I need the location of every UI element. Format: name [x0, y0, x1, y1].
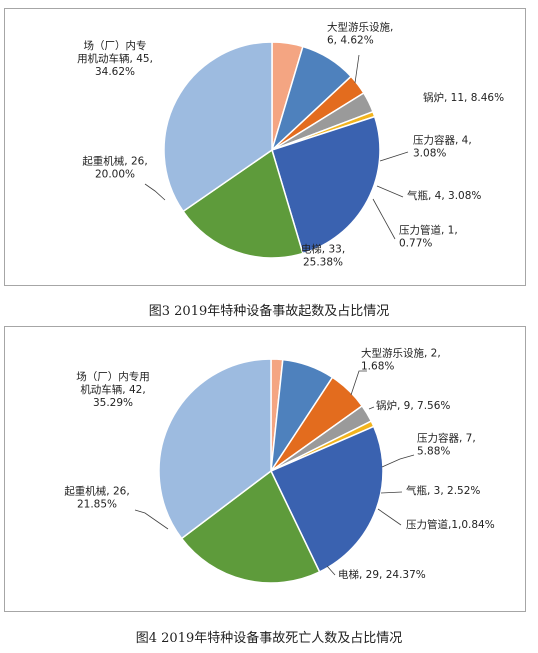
- leader-line-3: [379, 151, 409, 162]
- data-label-line: 压力管道,1,0.84%: [406, 518, 495, 531]
- data-label-1: 大型游乐设施, 2, 1.68%: [361, 347, 441, 373]
- data-label-line: 20.00%: [95, 169, 135, 181]
- pie-slice-8: [163, 41, 273, 213]
- data-label-line: 气瓶, 4, 3.08%: [407, 189, 481, 202]
- data-label-line: 大型游乐设施,: [327, 21, 393, 34]
- leader-line-4: [376, 185, 404, 198]
- pie-slice-7: [180, 469, 321, 584]
- leader-line-5: [372, 198, 396, 240]
- data-label-line: 3.08%: [413, 148, 446, 160]
- data-label-4: 气瓶, 4, 3.08%: [407, 189, 481, 202]
- data-label-7: 起重机械, 26, 20.00%: [82, 155, 147, 181]
- pie-chart-accident-count: 大型游乐设施, 6, 4.62% 锅炉, 11, 8.46% 压力容器, 4, 3.08…: [4, 8, 526, 286]
- data-label-6: 电梯, 33, 25.38%: [301, 243, 345, 269]
- leader-line-2: [368, 406, 375, 410]
- data-label-line: 压力管道, 1,: [399, 224, 458, 237]
- data-label-line: 锅炉, 9, 7.56%: [376, 400, 450, 412]
- data-label-line: 34.62%: [95, 66, 135, 78]
- data-label-5: 压力管道, 1, 0.77%: [399, 224, 458, 250]
- leader-line-7: [134, 509, 169, 530]
- pie-chart-1-svg: 大型游乐设施, 6, 4.62% 锅炉, 11, 8.46% 压力容器, 4, 3.08…: [77, 21, 504, 269]
- data-label-line: 场（厂）内专: [84, 39, 147, 52]
- data-label-line: 电梯, 29, 24.37%: [338, 568, 426, 581]
- leader-line-3: [381, 454, 415, 468]
- data-label-line: 35.29%: [93, 397, 133, 409]
- pie-chart-2-svg: 大型游乐设施, 2, 1.68% 锅炉, 9, 7.56% 压力容器, 7, 5.88%…: [64, 347, 495, 584]
- data-label-8: 场（厂）内专用机动车辆, 42, 35.29%: [76, 370, 150, 409]
- data-label-line: 锅炉, 11, 8.46%: [423, 92, 504, 104]
- data-label-line: 21.85%: [77, 499, 117, 511]
- leader-line-1: [354, 54, 360, 84]
- data-label-8: 场（厂）内专用机动车辆, 45, 34.62%: [77, 39, 153, 78]
- pie-slice-6: [271, 115, 381, 255]
- data-label-5: 压力管道,1,0.84%: [406, 518, 495, 531]
- data-label-3: 压力容器, 4, 3.08%: [413, 134, 472, 160]
- data-label-line: 压力容器, 4,: [413, 134, 472, 147]
- pie-slice-7: [182, 148, 304, 259]
- data-label-line: 起重机械, 26,: [82, 155, 147, 168]
- caption-figure-3: 图3 2019年特种设备事故起数及占比情况: [148, 304, 390, 319]
- data-label-line: 气瓶, 3, 2.52%: [406, 484, 480, 497]
- leader-line-5: [377, 508, 402, 526]
- data-label-2: 锅炉, 9, 7.56%: [376, 400, 450, 412]
- data-label-line: 场（厂）内专用: [76, 370, 150, 383]
- leader-line-7: [144, 183, 166, 201]
- data-label-line: 机动车辆, 42,: [80, 383, 145, 396]
- data-label-line: 用机动车辆, 45,: [77, 52, 153, 65]
- data-label-line: 25.38%: [303, 257, 343, 269]
- pie-slice-6: [269, 425, 384, 573]
- data-label-line: 0.77%: [399, 238, 432, 250]
- pie-chart-death-count: 大型游乐设施, 2, 1.68% 锅炉, 9, 7.56% 压力容器, 7, 5.88%…: [4, 326, 526, 612]
- data-label-line: 6, 4.62%: [327, 35, 374, 47]
- data-label-2: 锅炉, 11, 8.46%: [423, 92, 504, 104]
- data-label-3: 压力容器, 7, 5.88%: [417, 432, 476, 458]
- data-label-line: 5.88%: [417, 446, 450, 458]
- data-label-line: 大型游乐设施, 2,: [361, 347, 441, 360]
- data-label-line: 电梯, 33,: [301, 243, 345, 256]
- data-label-line: 压力容器, 7,: [417, 432, 476, 445]
- data-label-1: 大型游乐设施, 6, 4.62%: [327, 21, 393, 47]
- data-label-line: 1.68%: [361, 361, 394, 373]
- data-label-4: 气瓶, 3, 2.52%: [406, 484, 480, 497]
- caption-figure-4: 图4 2019年特种设备事故死亡人数及占比情况: [135, 631, 403, 646]
- data-label-7: 起重机械, 26, 21.85%: [64, 485, 129, 511]
- data-label-line: 起重机械, 26,: [64, 485, 129, 498]
- leader-line-1: [350, 370, 367, 396]
- pie-slice-8: [158, 358, 272, 540]
- data-label-6: 电梯, 29, 24.37%: [338, 568, 426, 581]
- leader-line-6: [326, 565, 336, 576]
- leader-line-4: [380, 491, 403, 494]
